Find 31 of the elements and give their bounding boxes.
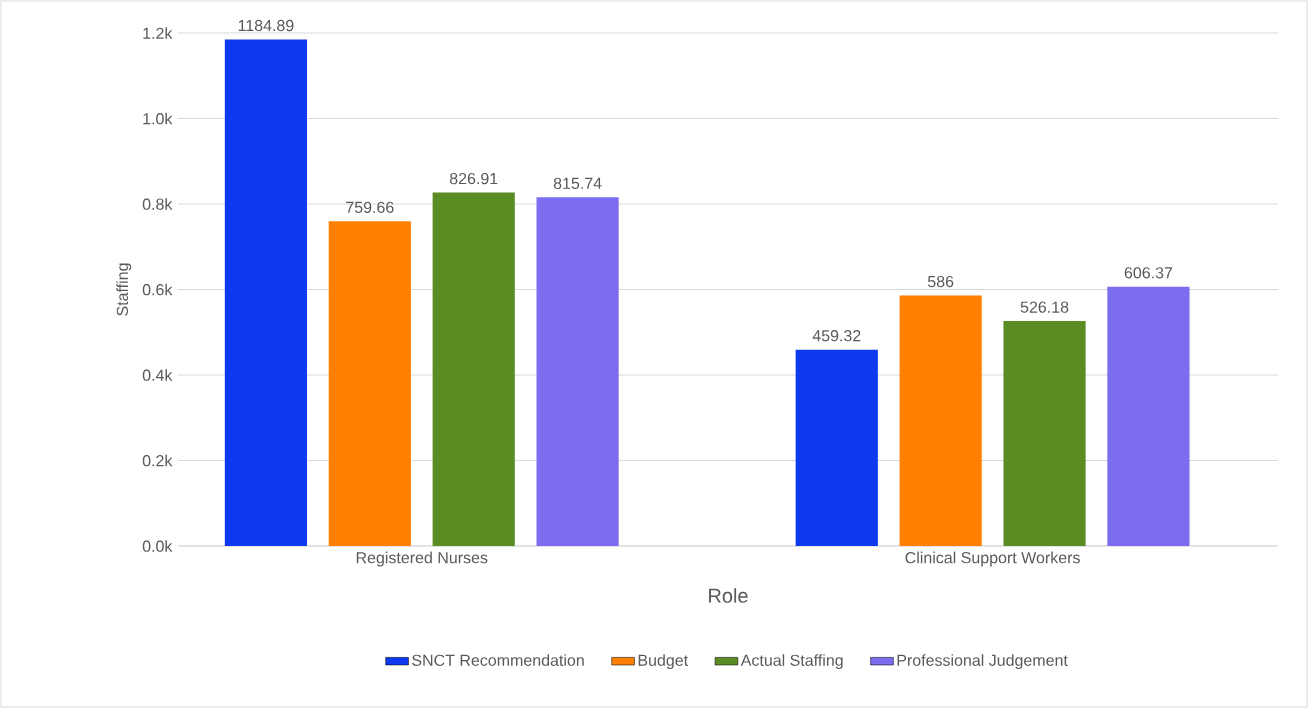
data-label: 826.91 [449, 172, 498, 185]
data-label: 759.66 [346, 201, 394, 213]
x-axis-title: Role [709, 588, 748, 603]
data-label: 1184.89 [238, 19, 294, 32]
data-label: 459.32 [812, 330, 861, 342]
y-axis-title: Staffing [116, 263, 132, 316]
legend-label: Actual Staffing [740, 654, 843, 670]
y-tick-label: 0.6k [142, 283, 173, 296]
bar [328, 221, 411, 546]
y-tick-label: 0.0k [142, 540, 173, 552]
bar [1107, 286, 1190, 546]
bar [224, 39, 308, 546]
bar [1003, 321, 1086, 546]
x-tick-label: Registered Nurses [356, 551, 488, 567]
bar [795, 349, 878, 546]
data-label: 606.37 [1124, 267, 1173, 279]
y-tick-label: 0.2k [142, 454, 173, 467]
y-tick-label: 1.0k [143, 112, 173, 125]
bar [536, 197, 619, 546]
y-tick-label: 0.8k [142, 198, 173, 210]
bar [432, 192, 515, 546]
data-label: 586 [927, 275, 954, 288]
x-tick-label: Clinical Support Workers [905, 551, 1080, 567]
legend-label: Professional Judgement [897, 654, 1068, 670]
data-label: 815.74 [553, 177, 602, 189]
legend-label: SNCT Recommendation [412, 654, 584, 666]
legend-label: Budget [638, 654, 688, 670]
bar [899, 295, 982, 546]
y-tick-label: 1.2k [143, 27, 173, 39]
y-tick-label: 0.4k [142, 369, 173, 381]
data-label: 526.18 [1020, 301, 1069, 313]
